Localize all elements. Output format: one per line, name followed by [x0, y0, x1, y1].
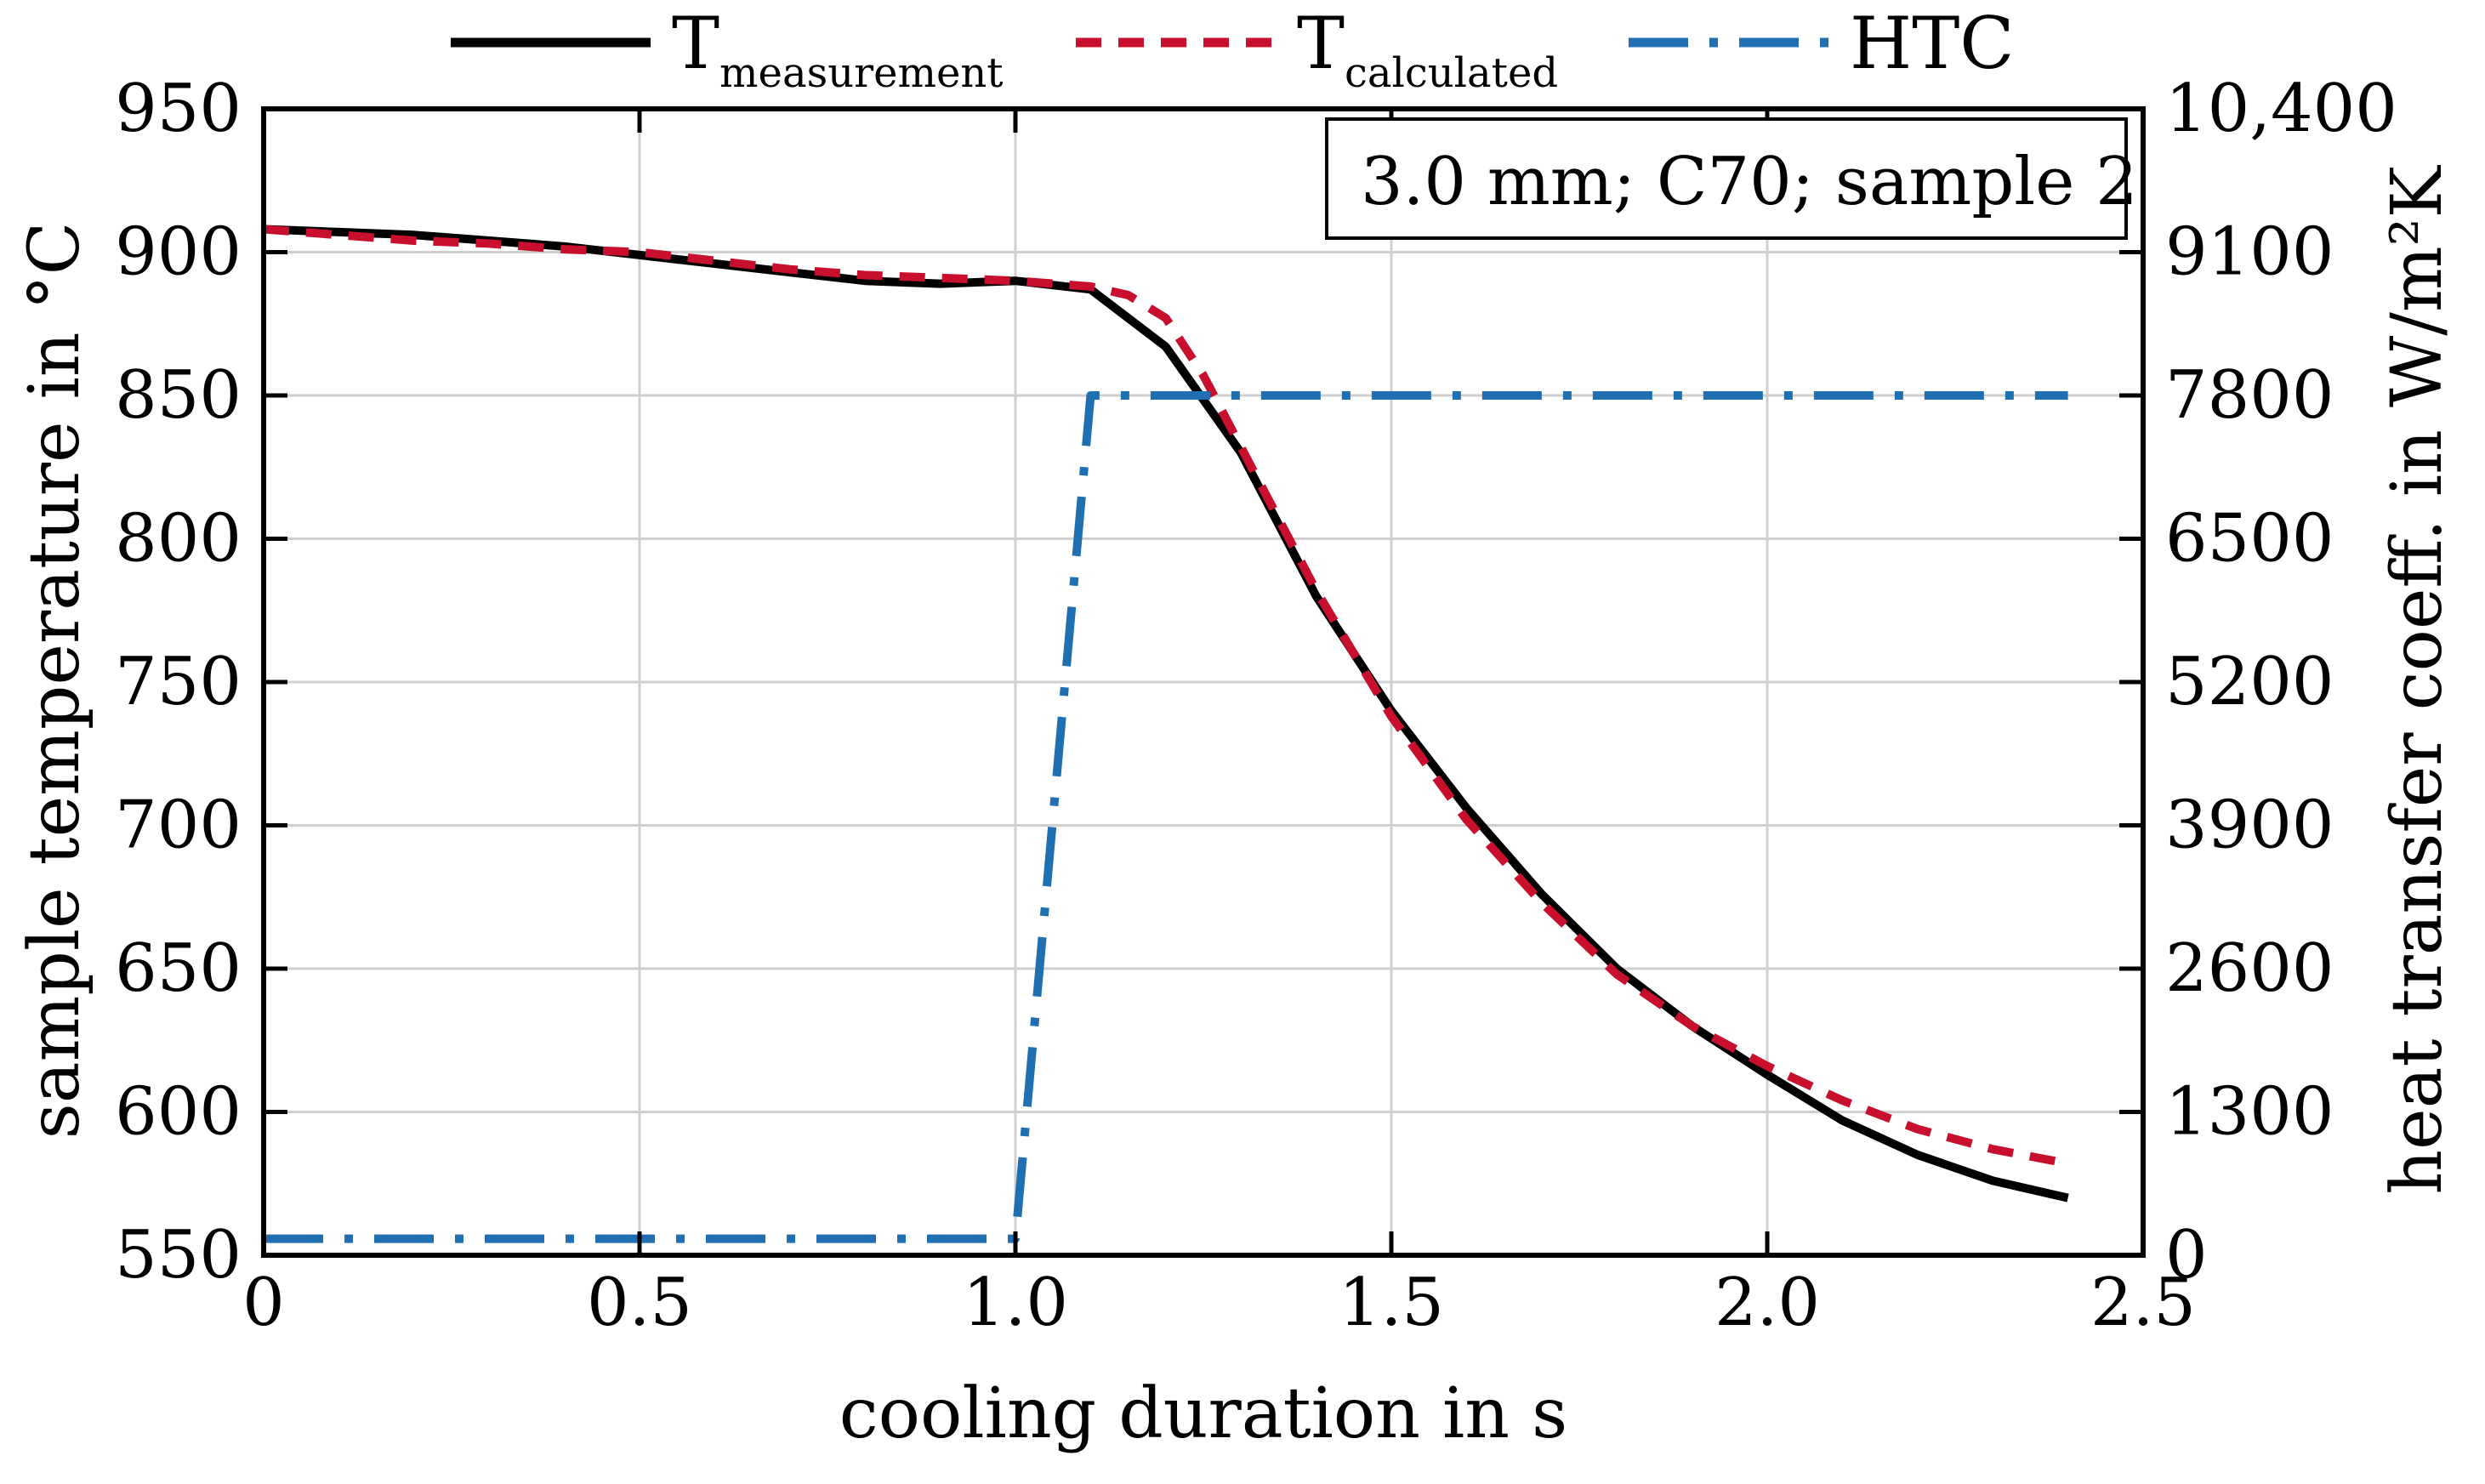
legend-item: Tcalculated: [1076, 2, 1558, 97]
y2-tick-label: 1300: [2165, 1074, 2334, 1151]
series-line-t-measurement: [263, 225, 2069, 1203]
y2-tick-label: 9100: [2165, 214, 2334, 291]
ticks: 0 0.5 1.0 1.5 2.0 2.5 550 600 650 700 750 800 850 900…: [115, 71, 2397, 1341]
y2-tick-label: 7800: [2165, 357, 2334, 434]
x-tick-label: 2.0: [1714, 1265, 1820, 1341]
legend: Tmeasurement Tcalculated HTC: [451, 2, 2015, 97]
y2-tick-label: 0: [2165, 1217, 2208, 1294]
y-tick-label: 950: [115, 71, 242, 147]
x-tick-label: 1.0: [963, 1265, 1068, 1341]
y-tick-label: 850: [115, 357, 242, 434]
y-tick-label: 750: [115, 644, 242, 720]
x-tick-label: 1.5: [1339, 1265, 1444, 1341]
y2-tick-label: 3900: [2165, 787, 2334, 864]
legend-label: HTC: [1850, 2, 2015, 85]
y-axis-label: sample temperature in °C: [14, 222, 95, 1140]
annotation-border: [1325, 117, 2128, 240]
y2-tick-label: 10,400: [2165, 71, 2397, 147]
legend-item: HTC: [1629, 2, 2015, 85]
y-tick-label: 550: [115, 1217, 242, 1294]
y-tick-label: 650: [115, 930, 242, 1007]
series-layer: [263, 225, 2069, 1243]
legend-label: Tmeasurement: [672, 2, 1004, 97]
annotation-text: 3.0 mm; C70; sample 2: [1361, 144, 2138, 220]
x-tick-label: 0: [242, 1265, 285, 1341]
legend-label: Tcalculated: [1297, 2, 1558, 97]
grid: [264, 109, 2143, 1255]
annotation-box: 3.0 mm; C70; sample 2: [1325, 117, 2138, 240]
x-tick-label: 2.5: [2090, 1265, 2196, 1341]
y2-axis-label: heat transfer coeff. in W/m²K: [2377, 165, 2458, 1195]
y-tick-label: 800: [115, 501, 242, 577]
y2-tick-label: 6500: [2165, 501, 2334, 577]
y-tick-label: 700: [115, 787, 242, 864]
x-axis-label: cooling duration in s: [839, 1373, 1567, 1454]
series-line-t-calculated: [263, 225, 2069, 1168]
x-tick-label: 0.5: [587, 1265, 692, 1341]
y-tick-label: 900: [115, 214, 242, 291]
y2-tick-label: 5200: [2165, 644, 2334, 720]
y-tick-label: 600: [115, 1074, 242, 1151]
y2-tick-label: 2600: [2165, 930, 2334, 1007]
legend-item: Tmeasurement: [451, 2, 1004, 97]
